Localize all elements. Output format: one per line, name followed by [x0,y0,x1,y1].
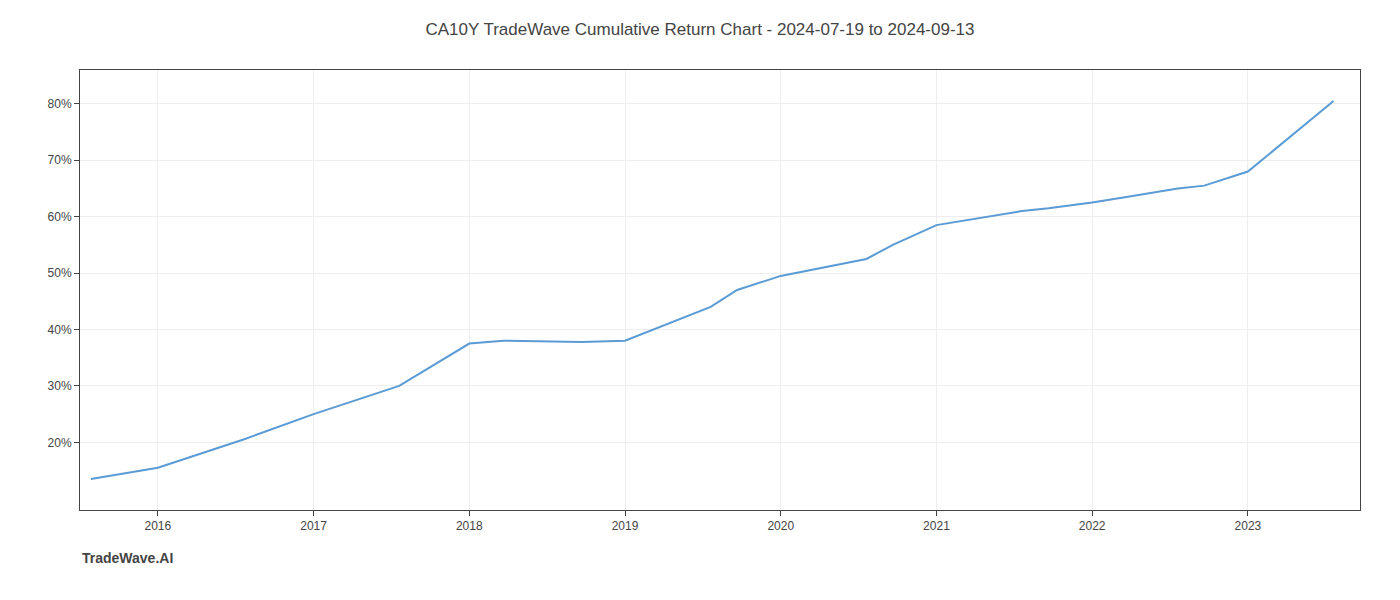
svg-text:2017: 2017 [300,519,327,533]
svg-text:50%: 50% [48,266,72,280]
svg-text:2019: 2019 [612,519,639,533]
svg-text:2021: 2021 [923,519,950,533]
svg-text:2020: 2020 [767,519,794,533]
svg-text:2018: 2018 [456,519,483,533]
svg-text:60%: 60% [48,210,72,224]
svg-text:2016: 2016 [145,519,172,533]
svg-text:20%: 20% [48,436,72,450]
svg-text:CA10Y TradeWave Cumulative Ret: CA10Y TradeWave Cumulative Return Chart … [425,20,974,39]
svg-text:30%: 30% [48,379,72,393]
svg-text:TradeWave.AI: TradeWave.AI [82,550,173,566]
svg-text:2022: 2022 [1079,519,1106,533]
svg-text:40%: 40% [48,323,72,337]
svg-text:2023: 2023 [1235,519,1262,533]
svg-text:70%: 70% [48,153,72,167]
svg-text:80%: 80% [48,97,72,111]
